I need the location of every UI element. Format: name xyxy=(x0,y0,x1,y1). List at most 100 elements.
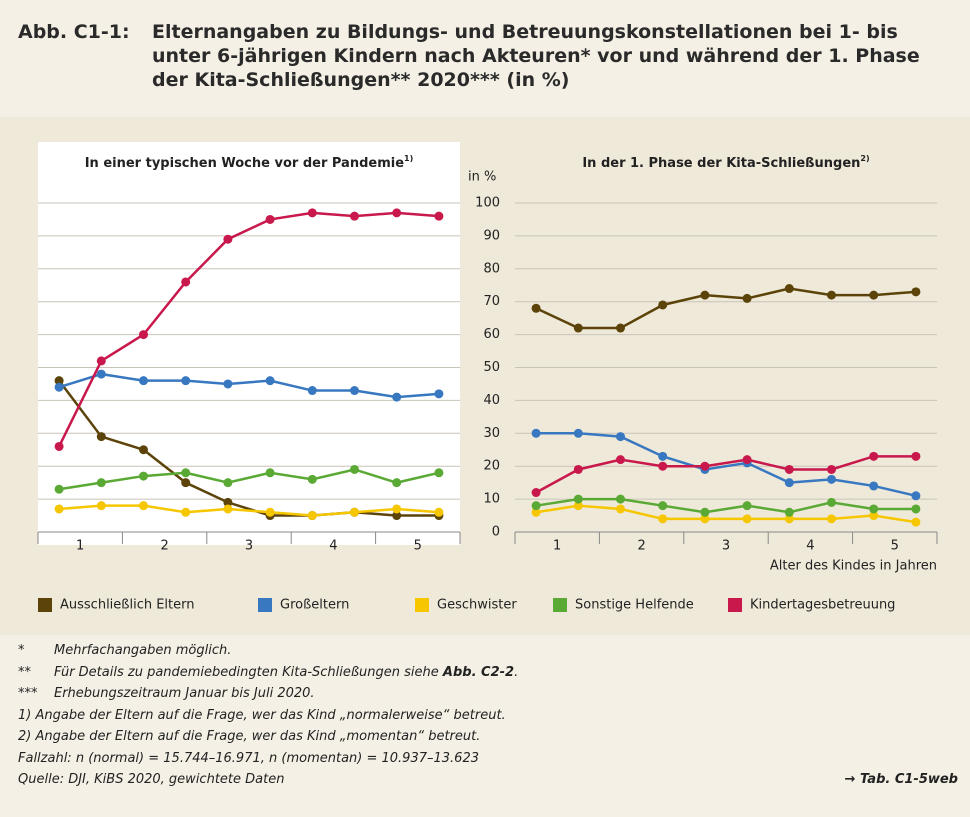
note-end: . xyxy=(514,664,519,680)
data-point xyxy=(869,481,879,491)
x-tick-label: 3 xyxy=(722,539,730,554)
data-point xyxy=(223,478,233,488)
note: *** Erhebungszeitraum Januar bis Juli 202… xyxy=(18,683,958,705)
data-point xyxy=(307,386,317,396)
data-point xyxy=(350,211,359,221)
series-line xyxy=(58,468,440,491)
figure-label: Abb. C1-1: xyxy=(18,21,130,43)
data-point xyxy=(350,507,359,517)
data-point xyxy=(827,464,836,474)
data-point xyxy=(700,514,710,524)
data-point xyxy=(392,504,402,514)
series-line xyxy=(535,504,917,524)
chart: 0 10 20 30 40 50 60 70 80 90 100 in % Alter des Kind… xyxy=(0,117,970,635)
data-point xyxy=(784,507,794,517)
data-point xyxy=(742,293,752,303)
x-tick-label: 4 xyxy=(806,539,814,554)
data-point xyxy=(181,376,191,386)
data-point xyxy=(700,290,710,300)
y-tick-label: 50 xyxy=(483,360,500,375)
legend-swatch xyxy=(728,598,742,612)
data-point xyxy=(573,464,583,474)
data-point xyxy=(265,507,275,517)
data-point xyxy=(223,234,233,244)
data-point xyxy=(742,455,752,465)
legend-label: Sonstige Helfende xyxy=(575,598,694,613)
data-point xyxy=(181,507,191,517)
data-point xyxy=(307,511,317,521)
x-tick-label: 4 xyxy=(329,539,337,554)
data-point xyxy=(54,382,64,392)
data-point xyxy=(350,386,359,396)
data-point xyxy=(96,478,106,488)
data-point xyxy=(96,501,106,511)
data-point xyxy=(616,432,625,442)
data-point xyxy=(616,455,625,465)
data-point xyxy=(742,501,752,511)
data-point xyxy=(531,507,541,517)
note-marker: *** xyxy=(18,686,38,701)
note-marker: * xyxy=(18,643,25,658)
data-point xyxy=(700,461,710,471)
note-text: 1) Angabe der Eltern auf die Frage, wer … xyxy=(18,707,506,723)
data-point xyxy=(139,330,148,340)
data-point xyxy=(350,464,359,474)
data-point xyxy=(658,451,668,461)
x-tick-label: 5 xyxy=(891,539,899,554)
y-tick-label: 60 xyxy=(483,327,500,342)
note-text: Mehrfachangaben möglich. xyxy=(54,643,232,658)
panel-title-text: In der 1. Phase der Kita-Schließungen xyxy=(582,156,860,171)
data-point xyxy=(784,478,794,488)
x-tick-label: 2 xyxy=(637,539,645,554)
x-tick-label: 2 xyxy=(160,539,168,554)
note-text: Quelle: DJI, KiBS 2020, gewichtete Daten xyxy=(18,772,285,787)
figure-title: Abb. C1-1: Elternangaben zu Bildungs- un… xyxy=(18,20,958,92)
data-point xyxy=(434,507,444,517)
data-point xyxy=(573,501,583,511)
note: * Mehrfachangaben möglich. xyxy=(18,640,958,662)
data-point xyxy=(827,474,836,484)
legend-label: Kindertagesbetreuung xyxy=(750,598,895,613)
panel-title-note: 2) xyxy=(860,154,869,163)
note-text: 2) Angabe der Eltern auf die Frage, wer … xyxy=(18,729,481,744)
data-point xyxy=(307,208,317,218)
data-point xyxy=(827,497,836,507)
data-point xyxy=(869,451,879,461)
data-point xyxy=(531,303,541,313)
y-tick-label: 70 xyxy=(483,294,500,309)
legend-swatch xyxy=(258,598,272,612)
panel-title: In einer typischen Woche vor der Pandemi… xyxy=(85,154,414,171)
data-point xyxy=(658,501,668,511)
data-point xyxy=(392,392,402,402)
legend-swatch xyxy=(415,598,429,612)
data-point xyxy=(434,468,444,478)
legend-label: Ausschließlich Eltern xyxy=(60,598,195,613)
data-point xyxy=(869,290,879,300)
y-tick-label: 100 xyxy=(475,196,500,211)
data-point xyxy=(223,504,233,514)
legend-swatch xyxy=(38,598,52,612)
data-point xyxy=(658,461,668,471)
data-point xyxy=(392,478,402,488)
data-point xyxy=(181,468,191,478)
data-point xyxy=(265,214,275,224)
note: 2) Angabe der Eltern auf die Frage, wer … xyxy=(18,726,958,748)
data-point xyxy=(265,468,275,478)
data-point xyxy=(827,290,836,300)
data-point xyxy=(96,369,106,379)
y-axis-label: in % xyxy=(468,170,496,185)
y-tick-label: 10 xyxy=(483,492,500,507)
data-point xyxy=(181,277,191,287)
data-point xyxy=(573,494,583,504)
x-tick-label: 1 xyxy=(553,539,561,554)
data-point xyxy=(531,428,541,438)
series-line xyxy=(58,379,439,517)
series-line xyxy=(535,455,916,494)
series-line xyxy=(535,287,916,330)
data-point xyxy=(307,474,317,484)
note: Quelle: DJI, KiBS 2020, gewichtete Daten… xyxy=(18,769,958,791)
data-point xyxy=(96,432,106,442)
data-point xyxy=(434,389,444,399)
y-tick-label: 40 xyxy=(483,393,500,408)
